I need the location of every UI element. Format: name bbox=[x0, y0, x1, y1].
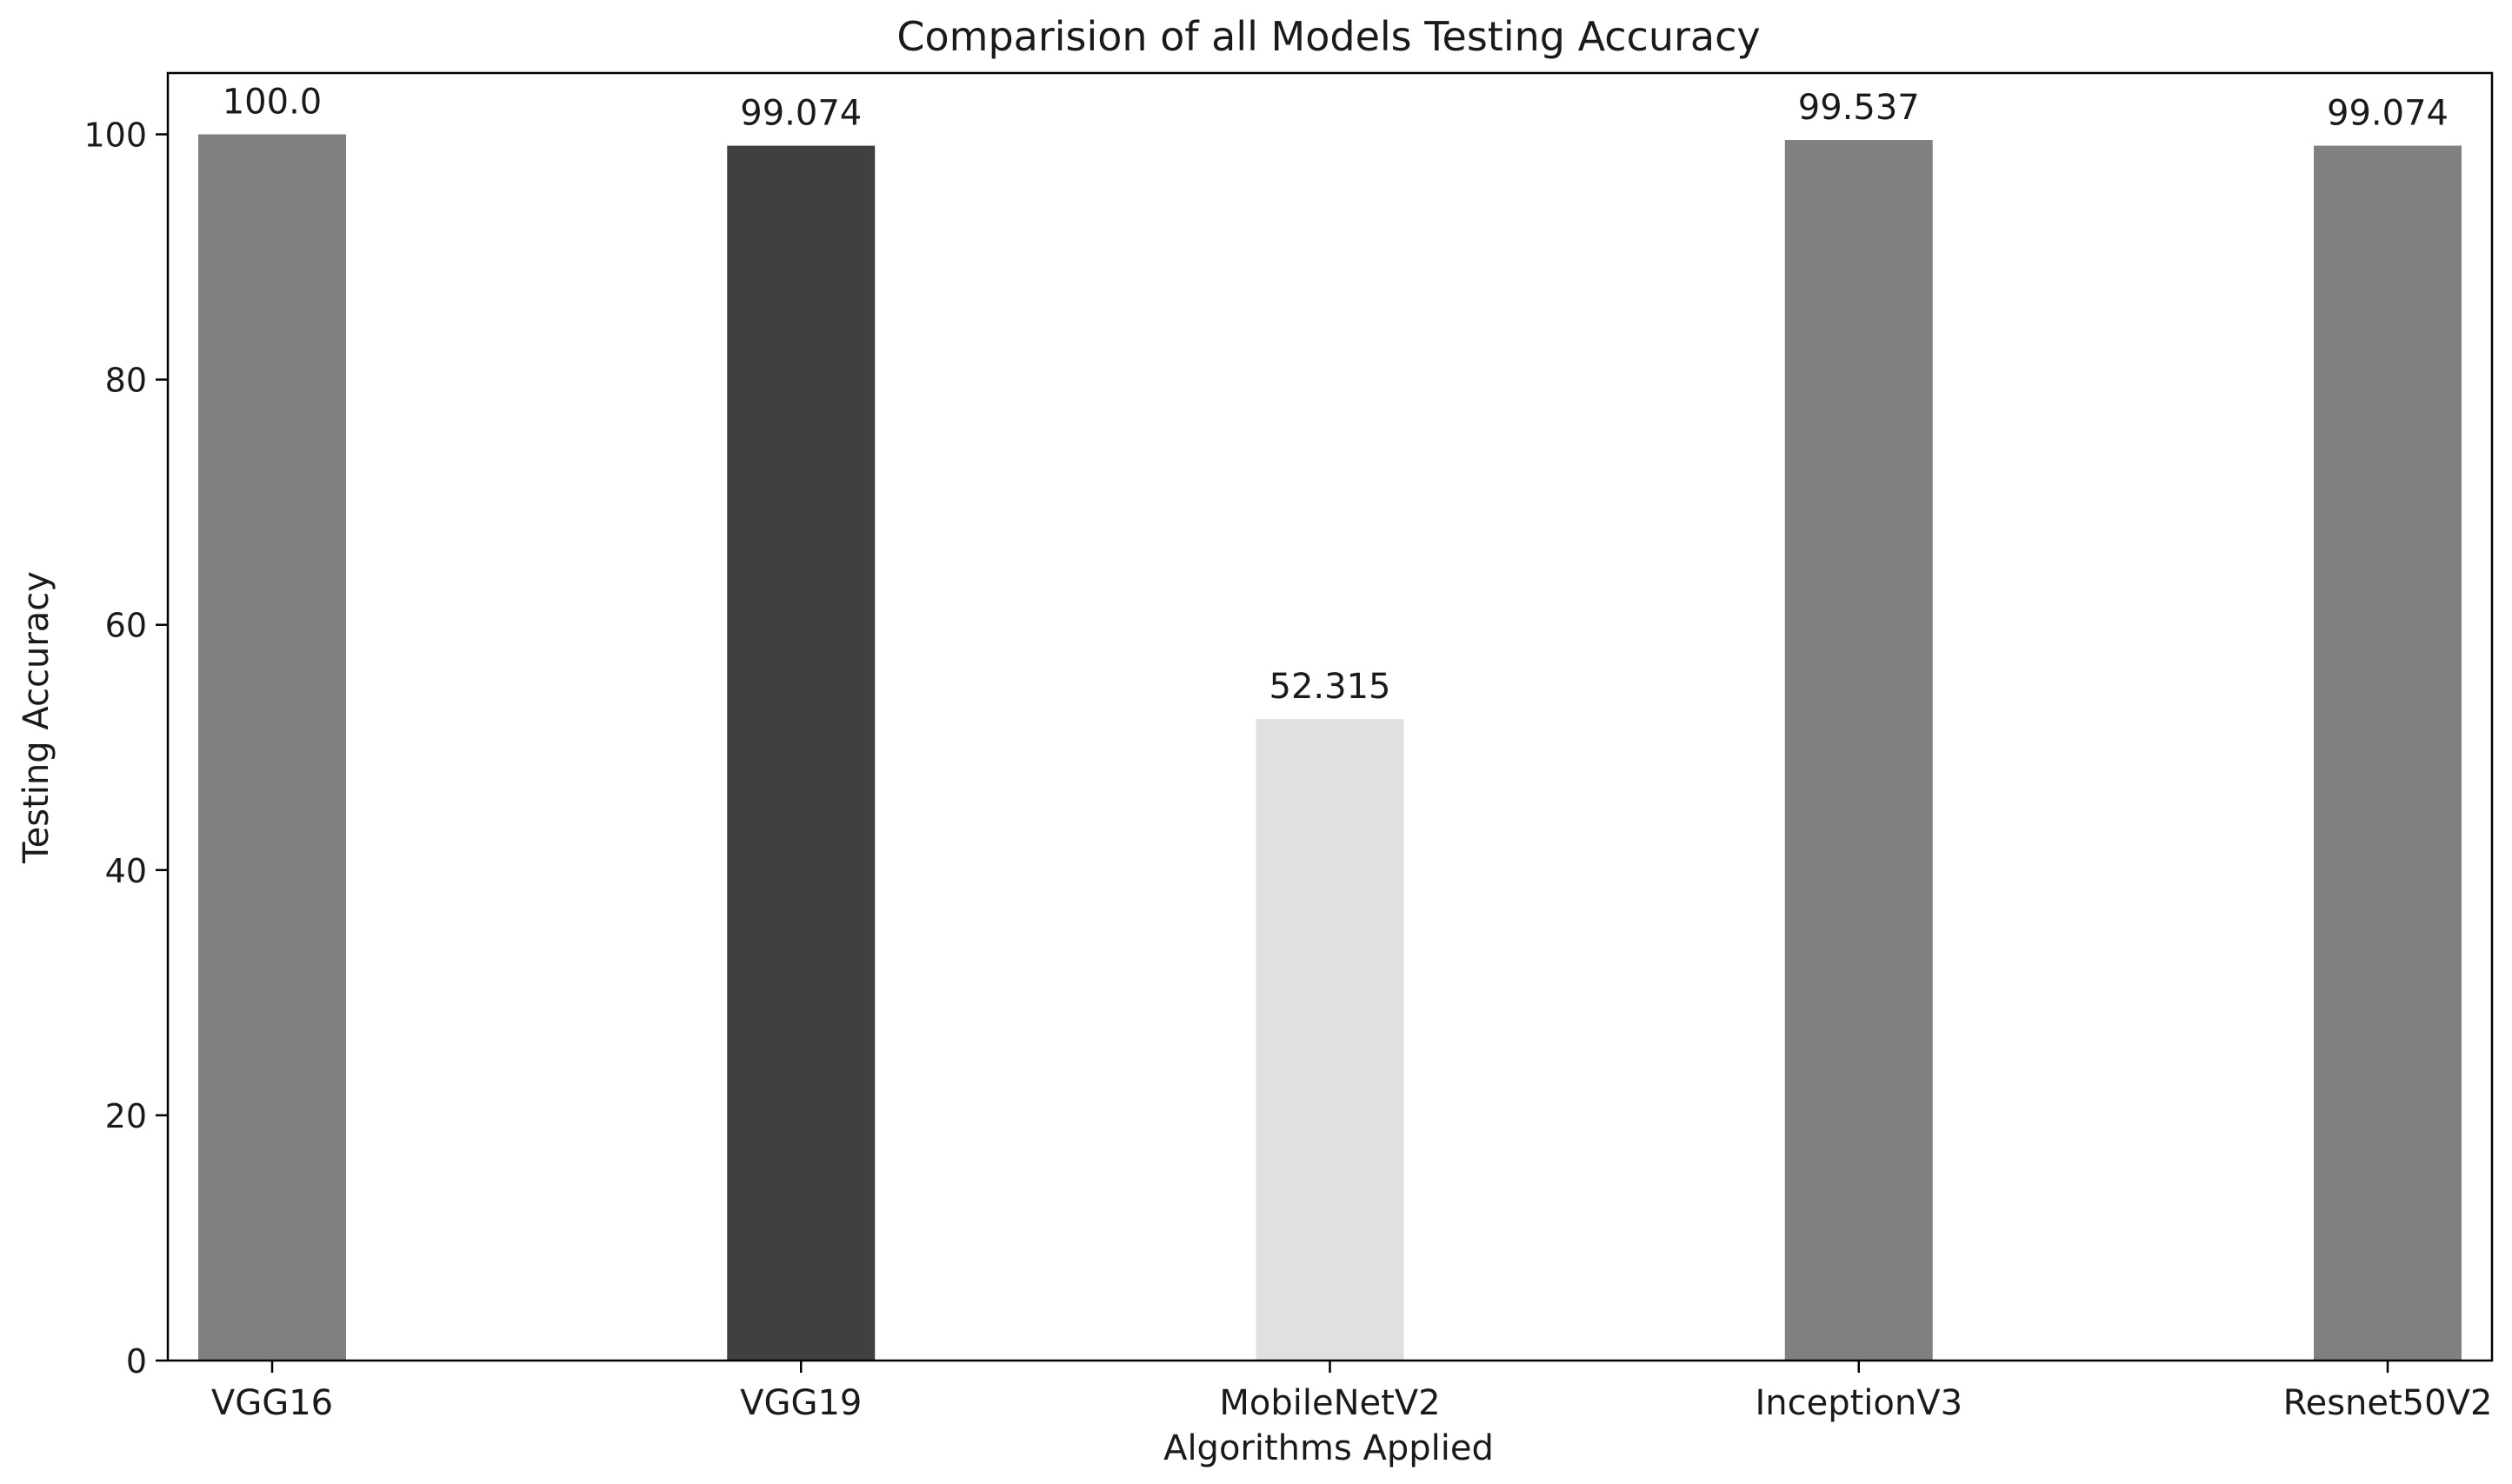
bar-value-label: 52.315 bbox=[1269, 667, 1391, 707]
y-tick-label: 60 bbox=[105, 607, 147, 645]
x-tick-label: VGG19 bbox=[740, 1383, 862, 1423]
bar-resnet50v2 bbox=[2314, 145, 2462, 1361]
y-axis-label: Testing Accuracy bbox=[17, 571, 57, 864]
x-tick-label: Resnet50V2 bbox=[2283, 1383, 2493, 1423]
bar-inceptionv3 bbox=[1784, 140, 1933, 1361]
plot-area: 0 20 40 60 80 100 100.0 VGG16 99.074 VGG19 52.315 M… bbox=[83, 83, 2492, 1423]
y-tick-label: 40 bbox=[105, 852, 147, 890]
bar-value-label: 99.537 bbox=[1798, 88, 1920, 128]
y-tick-label: 0 bbox=[126, 1342, 147, 1381]
bar-vgg16 bbox=[198, 134, 346, 1361]
x-tick-label: MobileNetV2 bbox=[1219, 1383, 1440, 1423]
chart-title: Comparision of all Models Testing Accura… bbox=[896, 13, 1760, 60]
bar-vgg19 bbox=[727, 145, 876, 1361]
x-axis-label: Algorithms Applied bbox=[1163, 1428, 1494, 1468]
y-tick-label: 100 bbox=[83, 116, 147, 155]
bar-mobilenetv2 bbox=[1256, 719, 1404, 1361]
bar-value-label: 99.074 bbox=[740, 94, 862, 134]
bar-value-label: 100.0 bbox=[223, 83, 323, 123]
bar-value-label: 99.074 bbox=[2327, 94, 2449, 134]
axes-frame bbox=[166, 71, 2494, 1362]
y-tick-label: 20 bbox=[105, 1097, 147, 1135]
x-tick-label: InceptionV3 bbox=[1755, 1383, 1962, 1423]
y-tick-label: 80 bbox=[105, 362, 147, 400]
x-tick-label: VGG16 bbox=[211, 1383, 333, 1423]
